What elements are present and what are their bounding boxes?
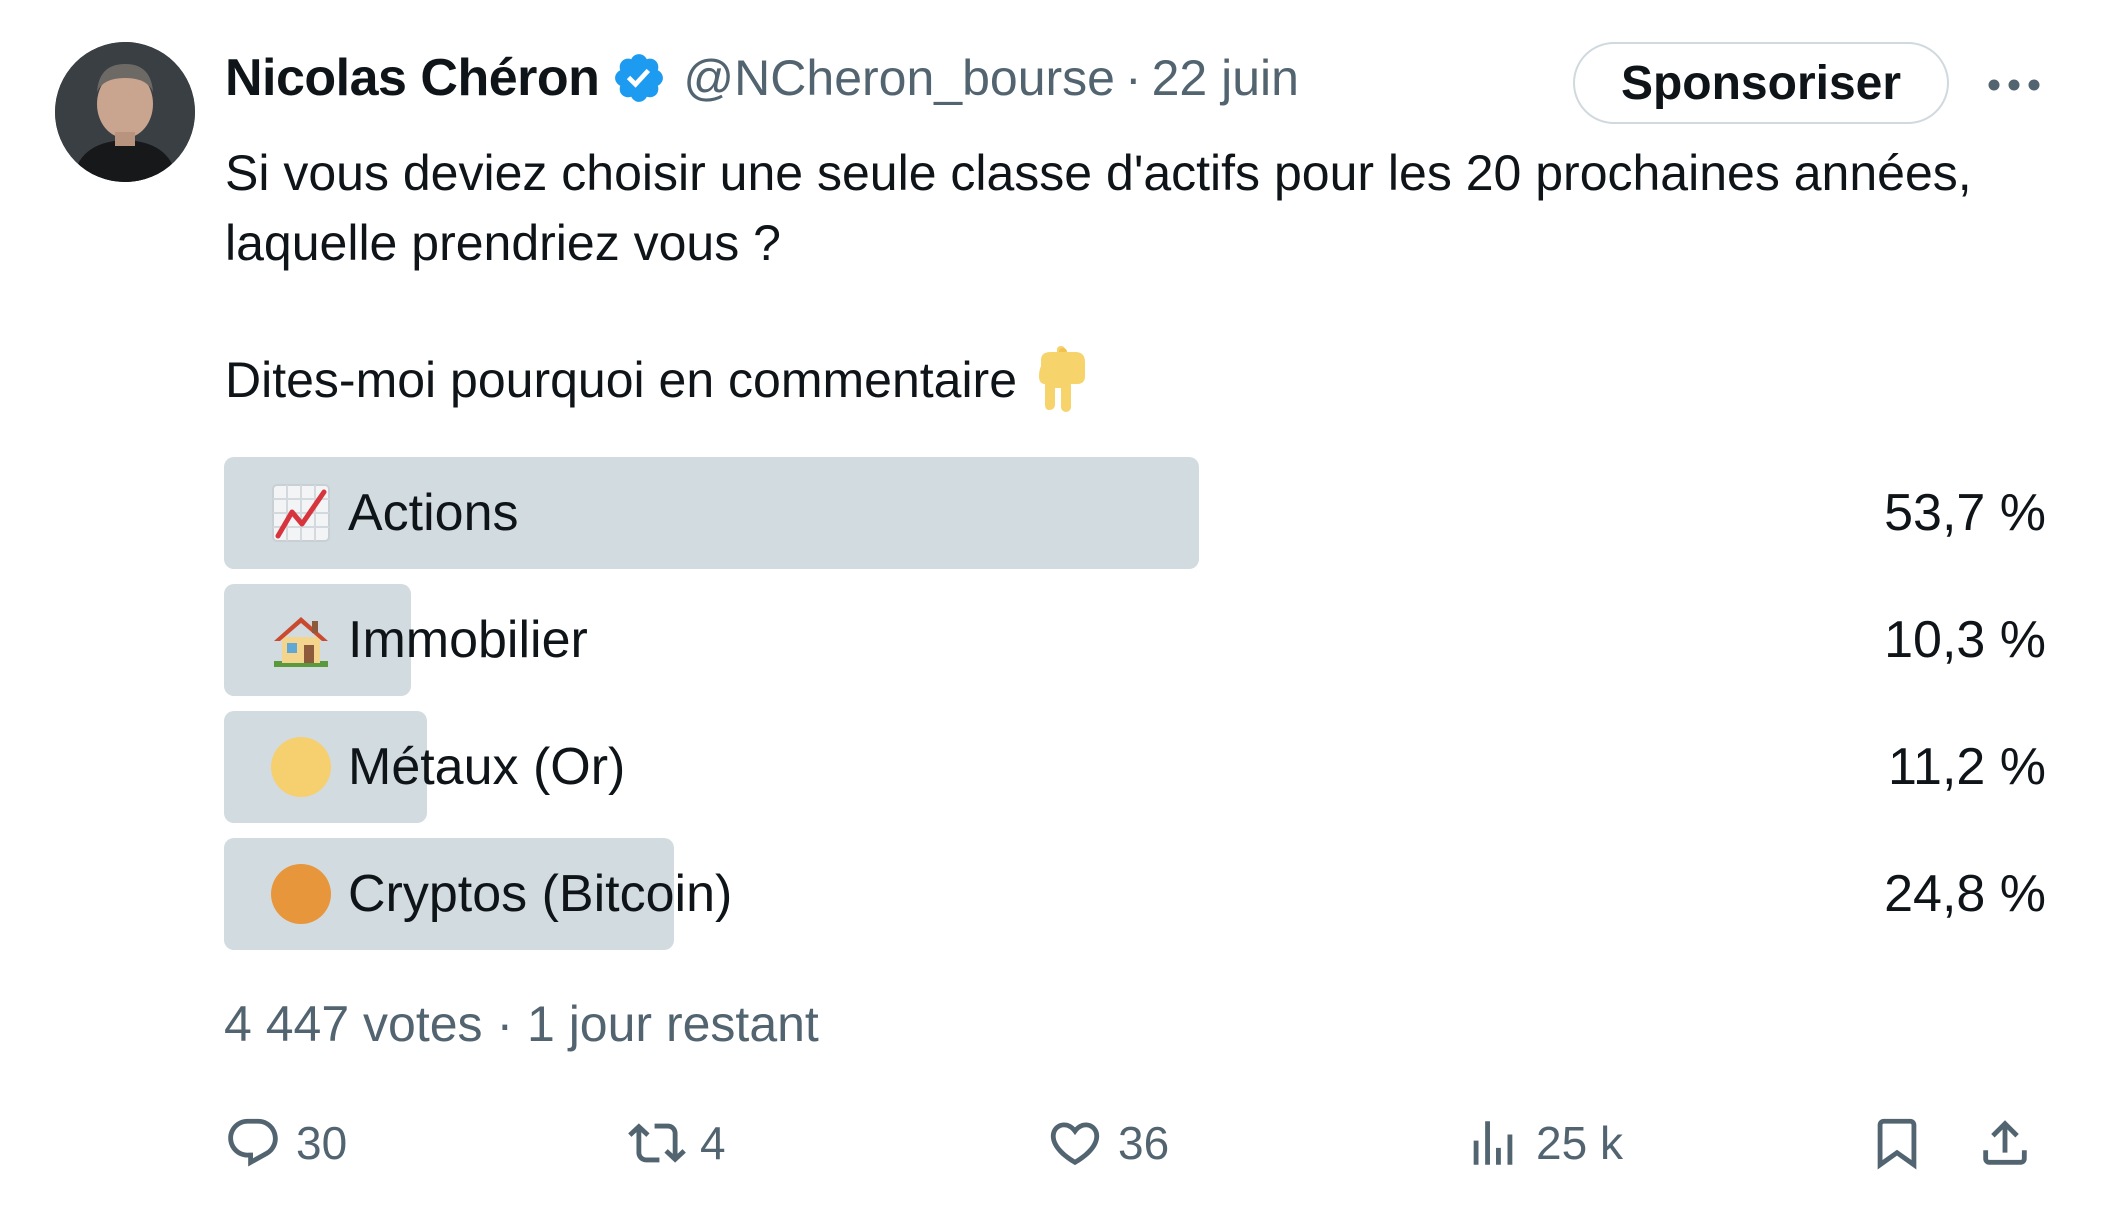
header-separator: ·: [1124, 50, 1142, 106]
poll-option-immobilier[interactable]: Immobilier 10,3 %: [224, 584, 2046, 696]
poll-option-label: Immobilier: [348, 611, 588, 669]
poll-option-label-row: Cryptos (Bitcoin): [270, 838, 732, 950]
poll-option-label-row: Métaux (Or): [270, 711, 625, 823]
poll-option-percent: 11,2 %: [1887, 738, 2046, 796]
poll-bar: [224, 457, 1199, 569]
views-chart-icon: [1473, 1121, 1513, 1165]
retweet-count: 4: [700, 1117, 726, 1169]
yellow-circle-icon: [271, 737, 331, 797]
poll-meta-separator: ·: [496, 996, 514, 1052]
poll-option-actions[interactable]: Actions 53,7 %: [224, 457, 2046, 569]
chart-increasing-icon: [272, 484, 330, 542]
reply-button[interactable]: 30: [224, 1108, 347, 1178]
poll-votes: 4 447 votes: [224, 996, 483, 1052]
tweet-text-cta-line: Dites-moi pourquoi en commentaire: [225, 345, 1091, 415]
views-button[interactable]: 25 k: [1464, 1108, 1623, 1178]
author-name[interactable]: Nicolas Chéron: [225, 49, 600, 107]
heart-icon: [1050, 1122, 1100, 1166]
poll-meta: 4 447 votes · 1 jour restant: [224, 995, 819, 1053]
pointing-down-hand-icon: [1039, 346, 1086, 412]
poll-option-metaux[interactable]: Métaux (Or) 11,2 %: [224, 711, 2046, 823]
sponsor-button[interactable]: Sponsoriser: [1573, 42, 1949, 124]
views-count: 25 k: [1536, 1117, 1623, 1169]
like-button[interactable]: 36: [1046, 1108, 1169, 1178]
tweet-text-cta: Dites-moi pourquoi en commentaire: [225, 352, 1018, 408]
poll-option-label: Cryptos (Bitcoin): [348, 865, 733, 923]
poll-option-label: Métaux (Or): [348, 738, 626, 796]
poll-option-label-row: Immobilier: [270, 584, 588, 696]
tweet-text: Si vous deviez choisir une seule classe …: [225, 138, 2045, 278]
more-options-icon[interactable]: [1985, 60, 2043, 110]
poll-option-percent: 10,3 %: [1884, 611, 2046, 669]
tweet-header: Nicolas Chéron @NCheron_bourse · 22 juin: [225, 42, 1299, 114]
tweet-actions: 30 4 36 25 k: [224, 1108, 2046, 1178]
orange-circle-icon: [271, 864, 331, 924]
retweet-icon: [628, 1123, 686, 1163]
poll-option-cryptos[interactable]: Cryptos (Bitcoin) 24,8 %: [224, 838, 2046, 950]
share-button[interactable]: [1976, 1108, 2048, 1178]
avatar[interactable]: [55, 42, 195, 182]
poll: Actions 53,7 % Immobilier 10,3 %: [224, 457, 2046, 965]
bookmark-button[interactable]: [1868, 1108, 1940, 1178]
poll-option-label: Actions: [348, 484, 519, 542]
like-count: 36: [1118, 1117, 1170, 1169]
share-upload-icon: [1983, 1120, 2027, 1165]
reply-count: 30: [296, 1117, 348, 1169]
author-handle[interactable]: @NCheron_bourse: [683, 50, 1115, 106]
poll-option-percent: 24,8 %: [1884, 865, 2046, 923]
poll-option-label-row: Actions: [270, 457, 519, 569]
poll-option-percent: 53,7 %: [1884, 484, 2046, 542]
house-icon: [274, 617, 328, 667]
poll-remaining: 1 jour restant: [527, 996, 819, 1052]
tweet-text-question: Si vous deviez choisir une seule classe …: [225, 145, 1972, 271]
reply-icon: [228, 1118, 278, 1167]
retweet-button[interactable]: 4: [628, 1108, 726, 1178]
verified-badge-icon: [615, 54, 664, 102]
bookmark-icon: [1877, 1118, 1917, 1170]
tweet-date[interactable]: 22 juin: [1151, 50, 1299, 106]
